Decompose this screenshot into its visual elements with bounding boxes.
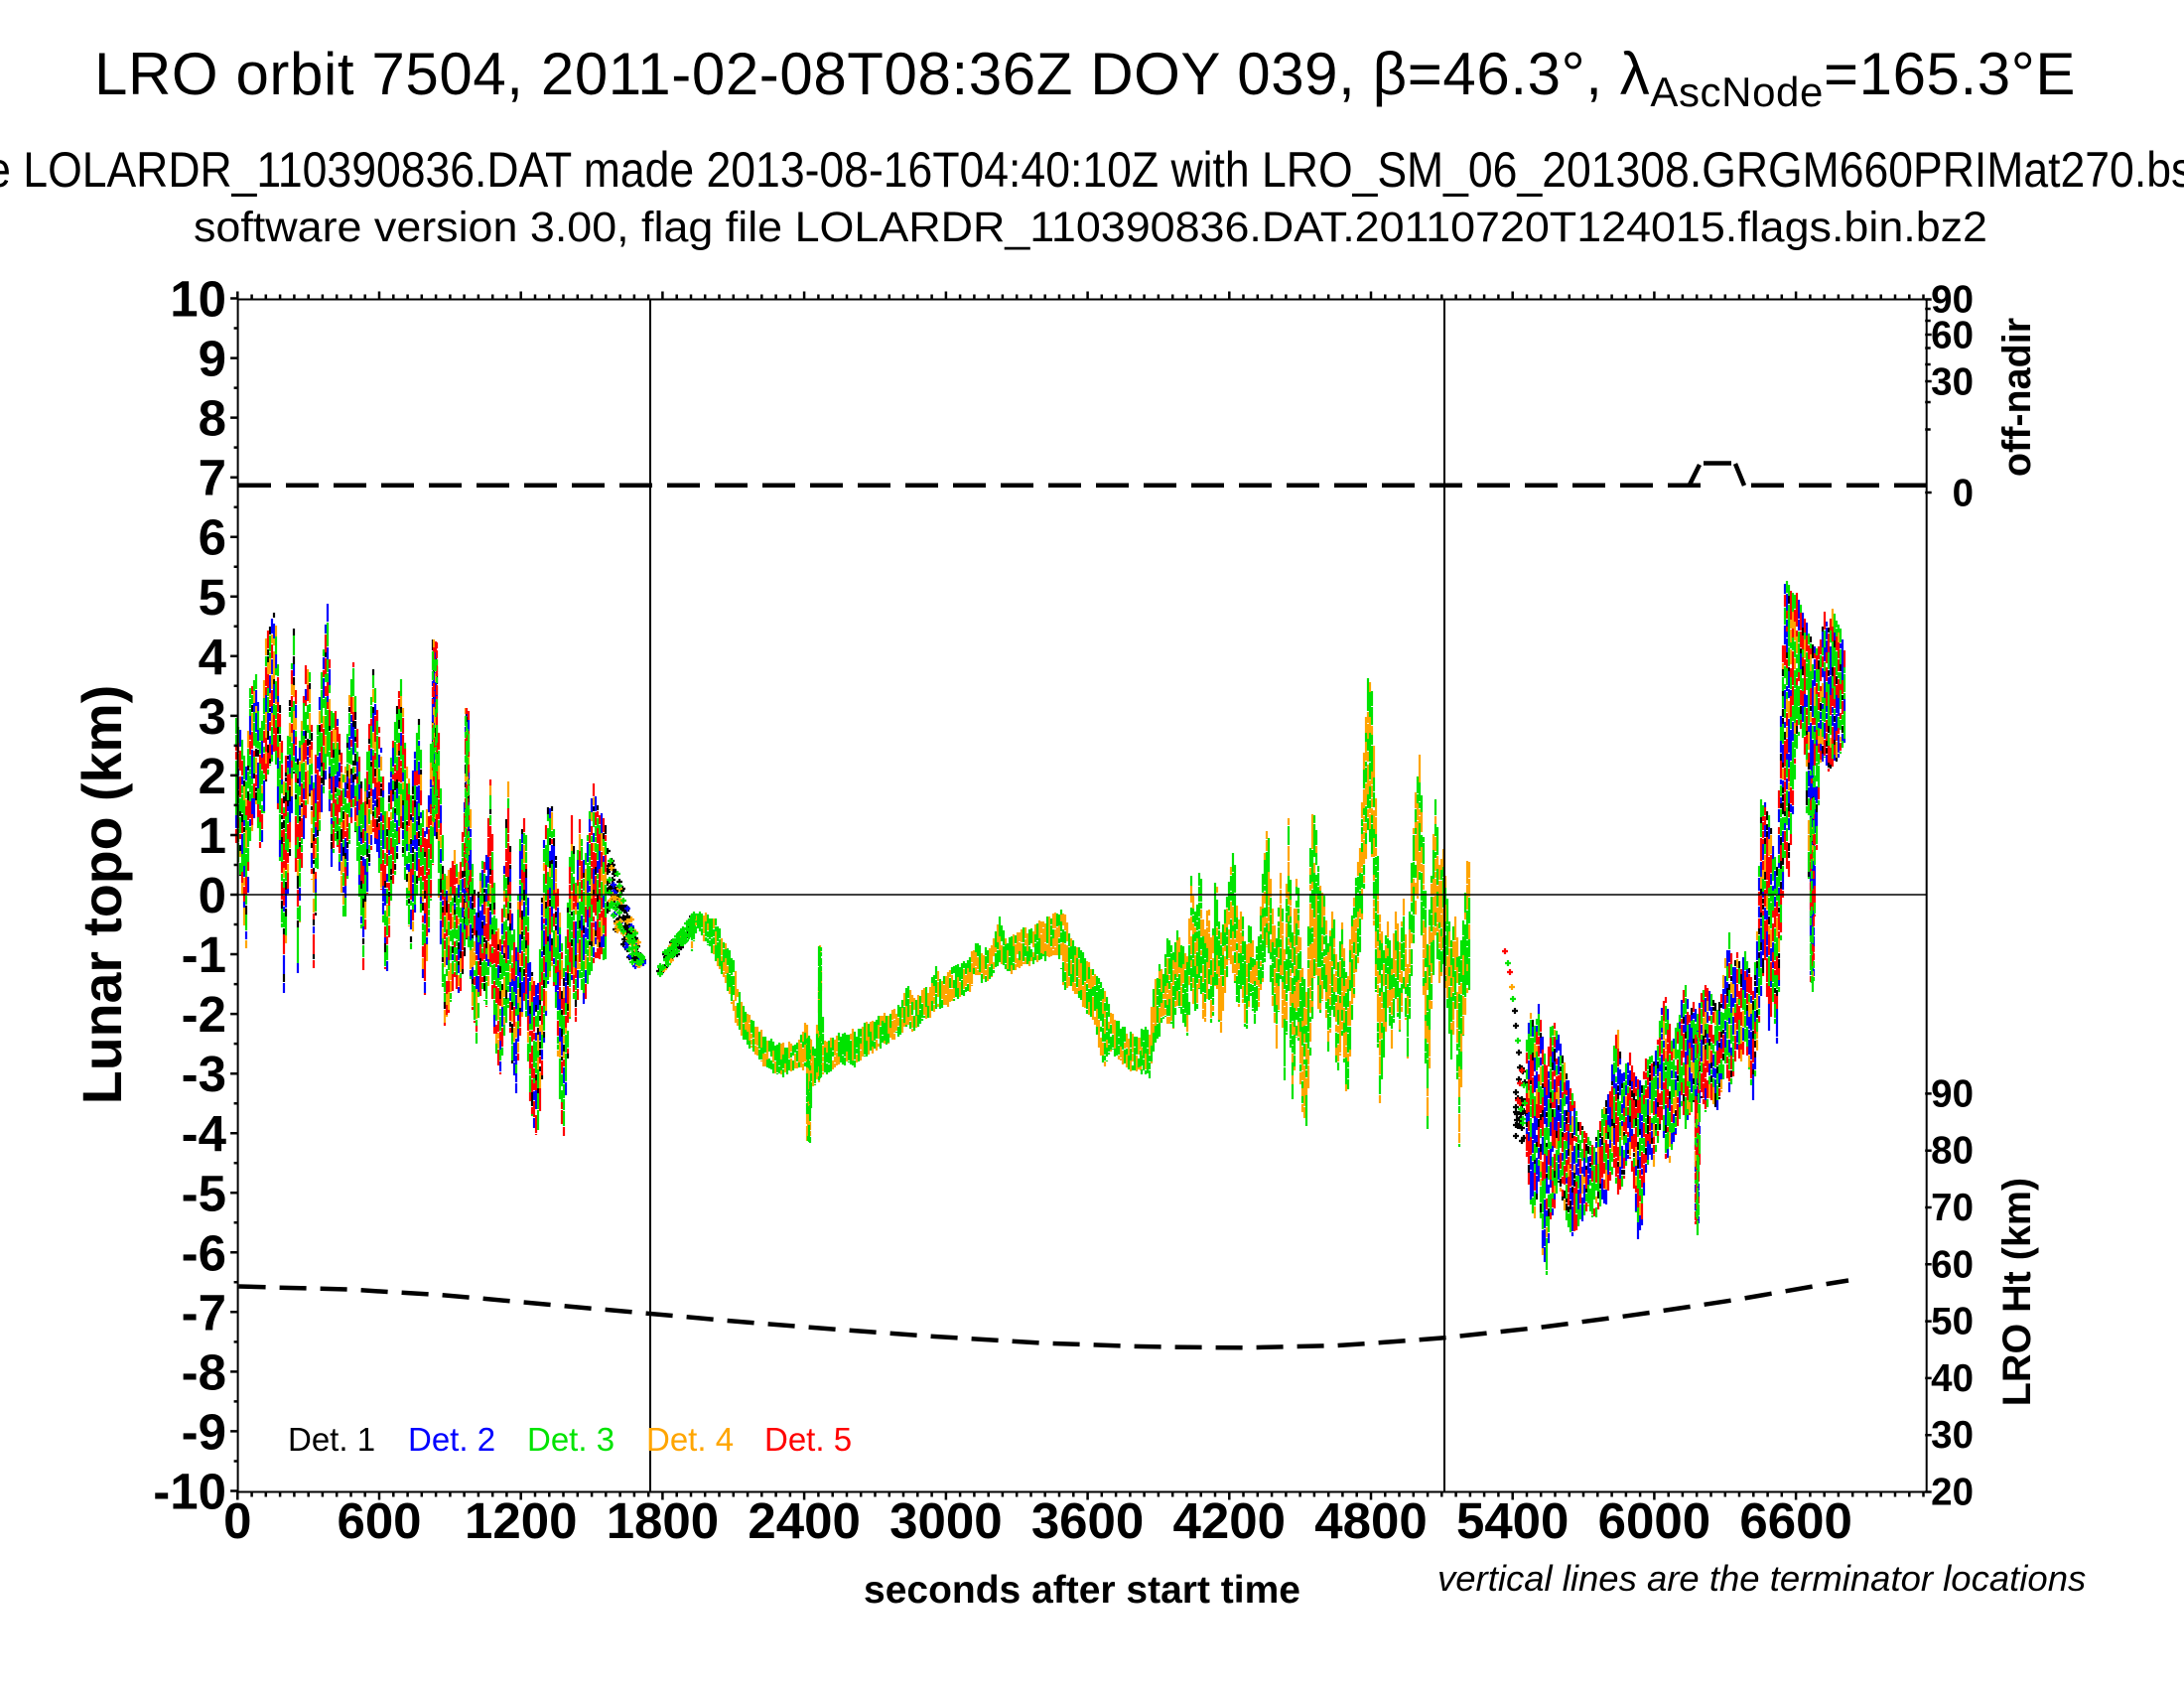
svg-text:2400: 2400: [748, 1492, 860, 1549]
svg-text:software version 3.00, flag fi: software version 3.00, flag file LOLARDR…: [194, 204, 1987, 251]
svg-text:6: 6: [199, 509, 226, 566]
svg-text:3000: 3000: [889, 1492, 1002, 1549]
svg-text:30: 30: [1931, 1414, 1974, 1457]
svg-text:Det. 2: Det. 2: [408, 1421, 495, 1458]
svg-text:9: 9: [199, 331, 226, 387]
svg-text:40: 40: [1931, 1357, 1974, 1400]
svg-text:seconds after start time: seconds after start time: [864, 1569, 1300, 1612]
svg-text:2: 2: [199, 748, 226, 804]
svg-text:3: 3: [199, 688, 226, 745]
svg-text:1200: 1200: [465, 1492, 577, 1549]
svg-text:off-nadir: off-nadir: [1995, 318, 2039, 477]
svg-text:20: 20: [1931, 1472, 1974, 1514]
svg-text:0: 0: [199, 867, 226, 923]
svg-text:-9: -9: [182, 1403, 226, 1460]
svg-text:1800: 1800: [607, 1492, 719, 1549]
svg-text:1: 1: [199, 807, 226, 864]
svg-text:6600: 6600: [1739, 1492, 1851, 1549]
svg-text:4200: 4200: [1173, 1492, 1286, 1549]
svg-text:5400: 5400: [1456, 1492, 1569, 1549]
svg-text:4: 4: [199, 629, 227, 685]
svg-text:-4: -4: [182, 1105, 227, 1162]
svg-text:10: 10: [170, 271, 226, 328]
svg-text:3600: 3600: [1031, 1492, 1144, 1549]
svg-text:90: 90: [1931, 279, 1974, 322]
svg-text:-8: -8: [182, 1343, 226, 1400]
svg-text:600: 600: [337, 1492, 421, 1549]
svg-text:LRO Ht (km): LRO Ht (km): [1995, 1178, 2039, 1406]
svg-text:Det. 4: Det. 4: [646, 1421, 734, 1458]
svg-text:0: 0: [223, 1492, 251, 1549]
svg-text:70: 70: [1931, 1187, 1974, 1229]
svg-text:4800: 4800: [1314, 1492, 1427, 1549]
svg-text:-7: -7: [182, 1284, 226, 1340]
svg-text:80: 80: [1931, 1130, 1974, 1173]
svg-text:90: 90: [1931, 1072, 1974, 1115]
svg-text:-6: -6: [182, 1224, 226, 1281]
svg-text:6000: 6000: [1598, 1492, 1710, 1549]
svg-text:5: 5: [199, 569, 226, 626]
svg-text:-1: -1: [182, 926, 226, 983]
svg-text:file LOLARDR_110390836.DAT mad: file LOLARDR_110390836.DAT made 2013-08-…: [0, 142, 2184, 198]
svg-text:Det. 1: Det. 1: [288, 1421, 375, 1458]
svg-text:60: 60: [1931, 1243, 1974, 1286]
svg-text:-10: -10: [153, 1464, 226, 1520]
svg-text:Det. 5: Det. 5: [764, 1421, 852, 1458]
svg-text:50: 50: [1931, 1301, 1974, 1343]
svg-text:-5: -5: [182, 1165, 226, 1221]
svg-text:30: 30: [1931, 361, 1974, 404]
svg-text:Lunar topo (km): Lunar topo (km): [71, 685, 133, 1104]
svg-text:7: 7: [199, 450, 226, 506]
svg-text:0: 0: [1953, 473, 1974, 515]
svg-text:Det. 3: Det. 3: [527, 1421, 614, 1458]
svg-text:8: 8: [199, 390, 226, 447]
svg-text:-3: -3: [182, 1046, 226, 1102]
svg-text:-2: -2: [182, 986, 226, 1043]
svg-text:vertical lines are the termina: vertical lines are the terminator locati…: [1437, 1558, 2086, 1599]
svg-text:60: 60: [1931, 315, 1974, 357]
